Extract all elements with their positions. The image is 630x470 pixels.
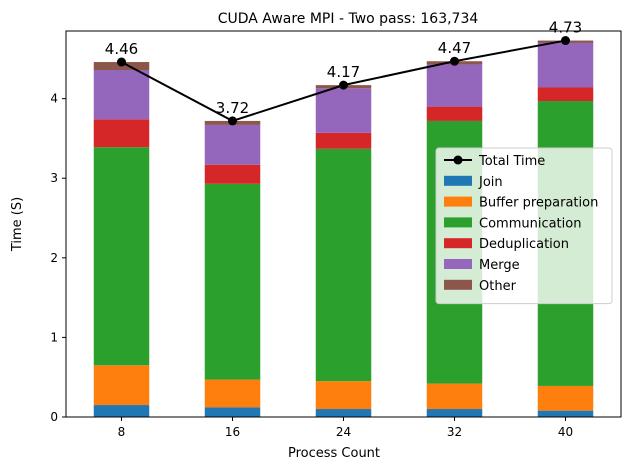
total-time-point [450, 56, 459, 66]
chart-title: CUDA Aware MPI - Two pass: 163,734 [218, 11, 479, 27]
bar-segment [93, 147, 150, 366]
bar-segment [537, 42, 594, 88]
y-tick-label: 1 [50, 330, 58, 344]
bar-segment [315, 409, 372, 417]
legend-swatch [444, 196, 472, 207]
bar-segment [537, 385, 594, 411]
bar-segment [537, 87, 594, 102]
y-tick-label: 3 [50, 171, 58, 185]
bar-segment [93, 119, 150, 148]
y-axis-label: Time (S) [10, 197, 25, 252]
total-time-label: 4.47 [438, 39, 471, 57]
bar-segment [537, 410, 594, 417]
bar-segment [204, 164, 261, 184]
x-tick-label: 40 [558, 425, 573, 439]
y-tick-label: 4 [50, 92, 58, 106]
total-time-label: 3.72 [216, 99, 249, 117]
bar-segment [315, 148, 372, 382]
bar-segment [426, 383, 483, 410]
y-tick-label: 0 [50, 410, 58, 424]
bar-segment [426, 64, 483, 107]
bar-segment [204, 183, 261, 380]
bar-segment [315, 381, 372, 410]
legend-swatch [444, 238, 472, 249]
y-tick-label: 2 [50, 251, 58, 265]
total-time-point [339, 80, 348, 90]
x-axis-label: Process Count [288, 446, 380, 461]
total-time-layer: 4.46 3.72 4.17 4.47 4.73 [105, 19, 582, 126]
bar-segment [204, 124, 261, 165]
x-ticks: 8 16 24 32 40 [118, 417, 573, 439]
legend-label: Merge [479, 258, 520, 273]
bar-segment [426, 409, 483, 417]
total-time-label: 4.73 [549, 19, 582, 37]
x-tick-label: 8 [118, 425, 126, 439]
bar-segment [204, 407, 261, 417]
total-time-label: 4.46 [105, 40, 138, 58]
total-time-point [117, 57, 126, 67]
legend-label: Buffer preparation [479, 196, 598, 211]
legend-marker [453, 155, 463, 165]
total-time-point [561, 36, 570, 46]
bar-segment [93, 69, 150, 120]
legend-label: Deduplication [479, 237, 569, 252]
bar-segment [93, 365, 150, 406]
legend-swatch [444, 217, 472, 228]
bar-segment [93, 405, 150, 417]
total-time-point [228, 116, 237, 126]
x-tick-label: 16 [225, 425, 240, 439]
legend-box [435, 147, 613, 305]
bar-segment [315, 132, 372, 149]
bar-segment [204, 379, 261, 408]
legend: Total Time Join Buffer preparation Communic… [435, 147, 613, 305]
legend-swatch [444, 279, 472, 290]
legend-label: Communication [479, 216, 581, 231]
legend-swatch [444, 175, 472, 186]
y-ticks: 0 1 2 3 4 [50, 92, 66, 424]
x-tick-label: 24 [336, 425, 351, 439]
bar-segment [426, 106, 483, 121]
legend-swatch [444, 259, 472, 269]
bar-segment [315, 88, 372, 133]
legend-label: Total Time [478, 154, 545, 169]
total-time-label: 4.17 [327, 63, 360, 81]
x-tick-label: 32 [447, 425, 462, 439]
legend-label: Join [478, 175, 503, 190]
legend-label: Other [479, 279, 517, 294]
